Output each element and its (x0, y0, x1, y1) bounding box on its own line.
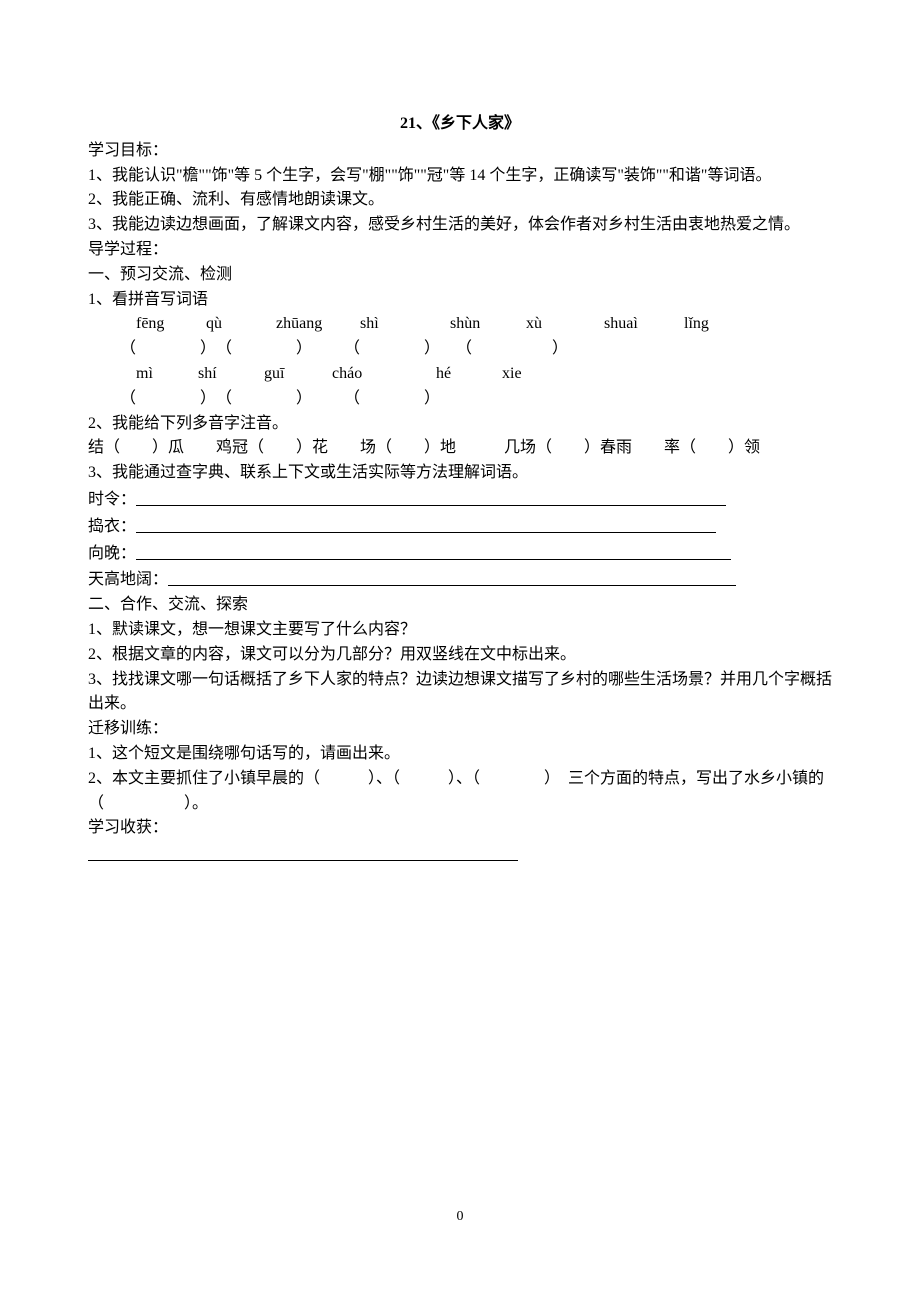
pinyin-12: cháo (332, 362, 432, 387)
document-title: 21、《乡下人家》 (88, 112, 832, 137)
word-line-4: 天高地阔： (88, 566, 832, 593)
blank-line-harvest (88, 843, 518, 861)
word-line-3: 向晚： (88, 540, 832, 567)
heading-harvest: 学习收获： (88, 816, 832, 841)
pinyin-11: guī (264, 362, 328, 387)
word-line-2: 捣衣： (88, 513, 832, 540)
item-1-1: 1、看拼音写词语 (88, 288, 832, 313)
paren-row-1: （ ） （ ） （ ） （ ） (88, 337, 832, 362)
objective-3: 3、我能边读边想画面，了解课文内容，感受乡村生活的美好，体会作者对乡村生活由衷地… (88, 213, 832, 238)
pinyin-7: shuaì (604, 312, 680, 337)
word-line-1: 时令： (88, 486, 832, 513)
blank-line-3 (136, 542, 731, 560)
objective-1: 1、我能认识"檐""饰"等 5 个生字，会写"棚""饰""冠"等 14 个生字，… (88, 164, 832, 189)
question-2-3: 3、找找课文哪一句话概括了乡下人家的特点？边读边想课文描写了乡村的哪些生活场景？… (88, 668, 832, 718)
blank-line-4 (168, 568, 736, 586)
blank-line-1 (136, 488, 726, 506)
word-label-1: 时令： (88, 491, 136, 508)
pinyin-3: zhūang (276, 312, 356, 337)
item-1-2: 2、我能给下列多音字注音。 (88, 412, 832, 437)
pinyin-1: fēng (136, 312, 202, 337)
pinyin-row-2: mì shí guī cháo hé xie (88, 362, 832, 387)
polyphone-line: 结（ ）瓜 鸡冠（ ）花 场（ ）地 几场（ ）春雨 率（ ）领 (88, 436, 832, 461)
objective-2: 2、我能正确、流利、有感情地朗读课文。 (88, 188, 832, 213)
harvest-blank (88, 841, 832, 868)
section-1-title: 一、预习交流、检测 (88, 263, 832, 288)
paren-row-2: （ ） （ ） （ ） (88, 387, 832, 412)
section-3-title: 迁移训练： (88, 717, 832, 742)
pinyin-8: lǐng (684, 312, 744, 337)
heading-objective: 学习目标： (88, 139, 832, 164)
blank-line-2 (136, 515, 716, 533)
question-2-1: 1、默读课文，想一想课文主要写了什么内容？ (88, 618, 832, 643)
transfer-1: 1、这个短文是围绕哪句话写的，请画出来。 (88, 742, 832, 767)
pinyin-14: xie (502, 362, 562, 387)
pinyin-9: mì (136, 362, 194, 387)
item-1-3: 3、我能通过查字典、联系上下文或生活实际等方法理解词语。 (88, 461, 832, 486)
pinyin-6: xù (526, 312, 600, 337)
word-label-3: 向晚： (88, 545, 136, 562)
pinyin-4: shì (360, 312, 446, 337)
pinyin-10: shí (198, 362, 260, 387)
pinyin-2: qù (206, 312, 272, 337)
page-number: 0 (0, 1206, 920, 1228)
section-2-title: 二、合作、交流、探索 (88, 593, 832, 618)
word-label-2: 捣衣： (88, 518, 136, 535)
question-2-2: 2、根据文章的内容，课文可以分为几部分？用双竖线在文中标出来。 (88, 643, 832, 668)
pinyin-row-1: fēng qù zhūang shì shùn xù shuaì lǐng (88, 312, 832, 337)
transfer-2: 2、本文主要抓住了小镇早晨的（ ）、（ ）、（ ） 三个方面的特点，写出了水乡小… (88, 767, 832, 817)
pinyin-13: hé (436, 362, 498, 387)
heading-guide: 导学过程： (88, 238, 832, 263)
word-label-4: 天高地阔： (88, 571, 168, 588)
pinyin-5: shùn (450, 312, 522, 337)
